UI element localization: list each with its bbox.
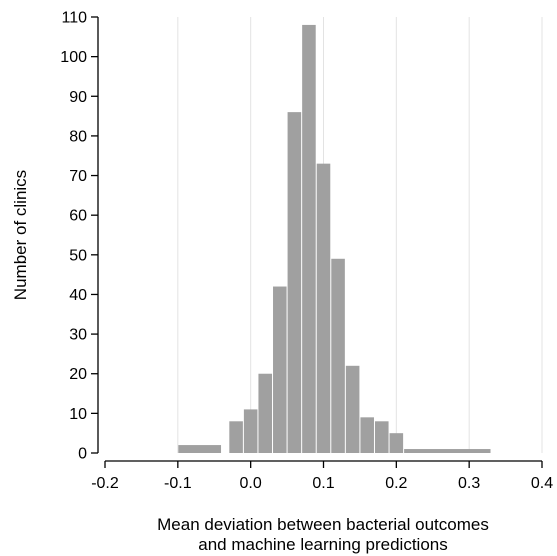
histogram-bar <box>178 445 222 453</box>
x-tick-label: 0.2 <box>385 475 407 492</box>
y-tick-label: 90 <box>69 89 87 106</box>
y-tick-label: 40 <box>69 287 87 304</box>
x-tick-label: -0.1 <box>164 475 192 492</box>
x-tick-label: 0.1 <box>312 475 334 492</box>
y-tick-label: 50 <box>69 247 87 264</box>
y-tick-label: 80 <box>69 128 87 145</box>
y-axis-ticks: 0 10 20 30 40 50 60 70 80 90 100 110 <box>60 10 98 463</box>
x-tick-label: 0.4 <box>531 475 553 492</box>
histogram-bar <box>229 421 243 453</box>
histogram-bar <box>374 421 389 453</box>
histogram-bar <box>243 409 258 453</box>
x-tick-label: 0.0 <box>240 475 262 492</box>
y-tick-label: 0 <box>78 446 87 463</box>
histogram-bar <box>316 163 331 453</box>
y-tick-label: 100 <box>60 49 87 66</box>
y-tick-label: 70 <box>69 168 87 185</box>
x-axis-label-line-2: and machine learning predictions <box>198 535 448 554</box>
grid-lines <box>177 17 543 453</box>
histogram-bar <box>404 449 491 453</box>
histogram-bar <box>273 286 287 453</box>
y-tick-label: 20 <box>69 366 87 383</box>
x-tick-label: 0.3 <box>458 475 480 492</box>
x-axis-ticks: -0.2 -0.1 0.0 0.1 0.2 0.3 0.4 <box>91 461 553 492</box>
x-tick-label: -0.2 <box>91 475 119 492</box>
y-tick-label: 30 <box>69 327 87 344</box>
histogram-bar <box>287 112 302 454</box>
histogram-bar <box>360 417 374 453</box>
y-tick-label: 60 <box>69 208 87 225</box>
histogram-bar <box>302 24 316 453</box>
y-axis-label: Number of clinics <box>11 170 30 300</box>
x-axis-label-line-1: Mean deviation between bacterial outcome… <box>157 515 489 534</box>
histogram-bars <box>178 24 491 454</box>
y-tick-label: 10 <box>69 406 87 423</box>
histogram-bar <box>258 373 273 453</box>
histogram-bar <box>331 258 345 453</box>
histogram-bar <box>345 365 360 453</box>
y-tick-label: 110 <box>61 10 87 27</box>
histogram-bar <box>389 433 404 453</box>
